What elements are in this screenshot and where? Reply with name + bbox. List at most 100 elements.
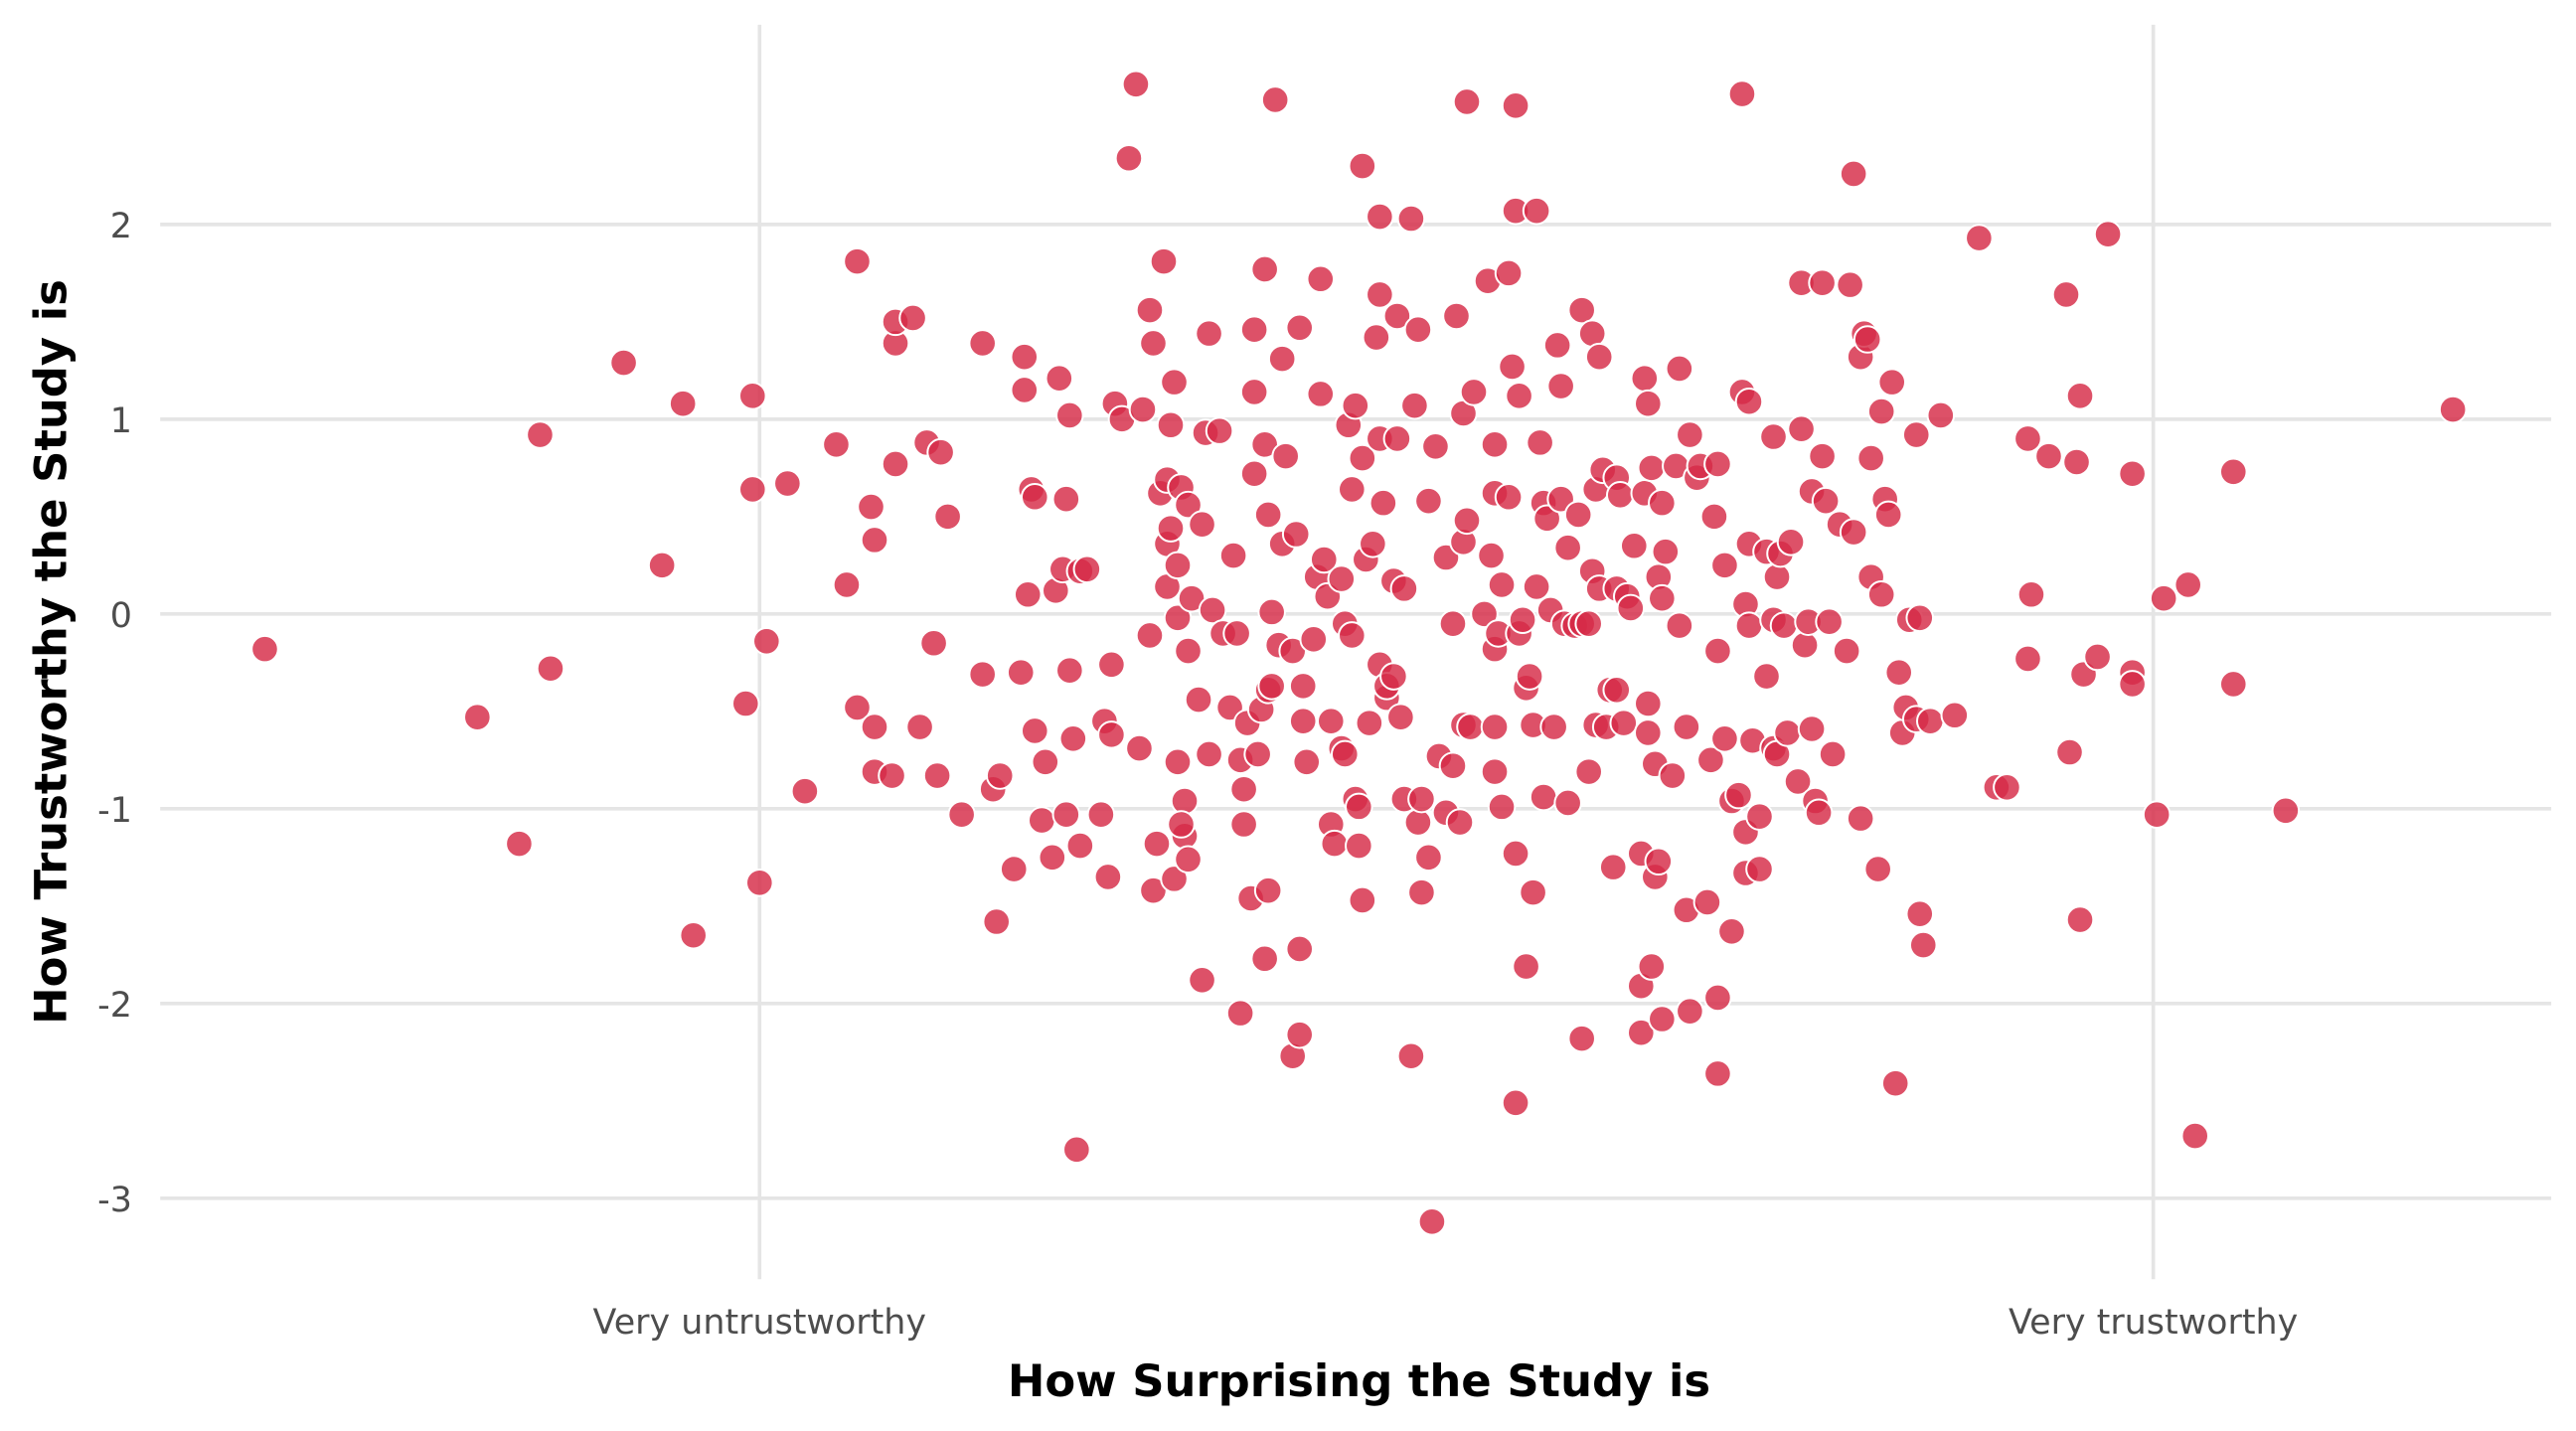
scatter-point <box>1470 599 1499 629</box>
scatter-point <box>1142 829 1172 859</box>
scatter-point <box>1808 441 1837 471</box>
scatter-point <box>1574 757 1603 786</box>
scatter-point <box>1696 745 1725 775</box>
scatter-point <box>1745 802 1774 831</box>
scatter-point <box>1403 315 1433 344</box>
scatter-point <box>1417 1207 1447 1236</box>
scatter-point <box>1634 718 1663 747</box>
scatter-point <box>843 246 872 276</box>
scatter-point <box>822 430 851 459</box>
scatter-point <box>1345 792 1373 822</box>
scatter-point <box>1863 855 1892 883</box>
scatter-point <box>1368 488 1398 518</box>
scatter-point <box>1752 662 1781 691</box>
scatter-point <box>985 761 1015 790</box>
scatter-point <box>2013 424 2042 453</box>
scatter-point <box>1546 372 1575 400</box>
scatter-point <box>1348 151 1377 181</box>
scatter-point <box>1783 767 1813 796</box>
scatter-point <box>1348 443 1377 473</box>
scatter-point <box>1634 389 1663 418</box>
scatter-point <box>1055 656 1084 685</box>
scatter-point <box>1501 1088 1530 1118</box>
scatter-point <box>1773 718 1802 747</box>
scatter-point <box>1218 541 1248 570</box>
scatter-point <box>919 628 948 658</box>
scatter-point <box>1609 709 1639 737</box>
scatter-point <box>1852 325 1882 354</box>
y-tick-label: -1 <box>97 791 132 831</box>
scatter-point <box>1250 944 1279 974</box>
scatter-point <box>1225 999 1255 1028</box>
scatter-point <box>1379 662 1408 691</box>
scatter-point <box>1135 621 1165 650</box>
scatter-point <box>1299 625 1329 654</box>
scatter-point <box>1703 449 1732 479</box>
scatter-point <box>1163 551 1193 580</box>
scatter-point <box>1010 342 1040 372</box>
scatter-point <box>1866 579 1896 609</box>
scatter-point <box>1644 847 1674 876</box>
scatter-point <box>1651 537 1681 566</box>
scatter-point <box>1648 488 1677 518</box>
scatter-point <box>1160 368 1189 397</box>
scatter-point <box>878 761 906 790</box>
scatter-point <box>933 502 962 532</box>
scatter-point <box>1045 364 1074 393</box>
y-axis-title: How Trustworthy the Study is <box>24 279 77 1025</box>
scatter-point <box>1407 784 1436 814</box>
scatter-point <box>1797 715 1827 743</box>
scatter-point <box>1229 810 1258 839</box>
scatter-point <box>1676 420 1704 449</box>
scatter-point <box>526 420 555 449</box>
scatter-point <box>1811 486 1841 516</box>
scatter-point <box>2016 579 2046 609</box>
scatter-point <box>1501 839 1530 869</box>
scatter-point <box>1815 607 1844 636</box>
scatter-point <box>1167 810 1196 839</box>
scatter-point <box>1072 555 1102 584</box>
scatter-point <box>1804 798 1834 828</box>
scatter-point <box>1692 887 1722 917</box>
scatter-point <box>1637 453 1667 483</box>
scatter-point <box>1362 323 1391 352</box>
scatter-point <box>2174 570 2202 599</box>
x-axis-ticks: Very untrustworthy Very trustworthy <box>593 1303 2299 1343</box>
scatter-point <box>1648 1005 1677 1034</box>
scatter-point <box>1250 254 1279 284</box>
scatter-point <box>832 570 862 599</box>
scatter-point <box>2142 800 2172 830</box>
scatter-point <box>1703 1059 1732 1088</box>
scatter-point <box>2271 796 2301 826</box>
scatter-point <box>1908 930 1938 960</box>
scatter-point <box>1494 482 1524 512</box>
scatter-point <box>1338 475 1367 504</box>
scatter-point <box>1188 966 1216 995</box>
scatter-point <box>1257 672 1286 701</box>
scatter-point <box>860 526 889 555</box>
scatter-point <box>1239 378 1269 406</box>
scatter-point <box>1229 774 1258 804</box>
scatter-point <box>1836 270 1864 299</box>
x-tick-label: Very trustworthy <box>2009 1303 2298 1343</box>
scatter-point <box>1188 510 1216 539</box>
scatter-point <box>730 689 760 718</box>
scatter-point <box>1877 368 1906 397</box>
scatter-point <box>1253 875 1283 905</box>
y-tick-label: 1 <box>110 401 132 441</box>
scatter-point <box>1156 514 1186 543</box>
scatter-point <box>1993 772 2021 802</box>
scatter-point <box>752 627 781 656</box>
scatter-point <box>1445 808 1475 837</box>
scatter-point <box>1135 295 1165 325</box>
scatter-point <box>1414 843 1443 873</box>
scatter-point <box>1267 344 1297 374</box>
scatter-point <box>463 703 492 732</box>
scatter-point <box>1065 831 1095 861</box>
scatter-point <box>647 551 677 580</box>
scatter-point <box>1762 562 1792 591</box>
scatter-point <box>1508 605 1537 635</box>
scatter-point <box>982 907 1011 936</box>
scatter-point <box>2062 447 2091 477</box>
scatter-point <box>1442 301 1471 331</box>
